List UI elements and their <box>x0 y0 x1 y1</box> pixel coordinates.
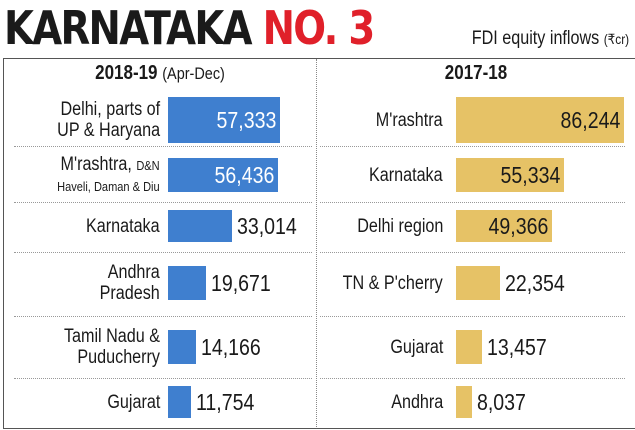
label-text: Pradesh <box>99 283 160 304</box>
label-line: TN & P'cherry <box>343 273 443 294</box>
value-label: 13,457 <box>487 334 547 360</box>
left-title-note: (Apr-Dec) <box>162 64 225 83</box>
value-label: 55,334 <box>500 162 560 188</box>
headline: KARNATAKA NO. 3 <box>4 1 376 55</box>
bar <box>168 330 196 364</box>
row-separator <box>14 202 312 203</box>
value-label: 8,037 <box>477 389 526 415</box>
label-text: M'rashtra, <box>60 154 137 175</box>
row-separator <box>320 316 625 317</box>
label-text: Haveli, Daman & Diu <box>57 179 160 194</box>
label-line: Delhi, parts of <box>57 99 160 120</box>
label-text: Andhra <box>107 262 160 283</box>
bar-label: Gujarat <box>390 337 443 358</box>
row-separator <box>14 252 312 253</box>
label-line: Andhra <box>100 262 160 283</box>
row-separator <box>14 146 312 147</box>
label-text: Gujarat <box>390 336 443 358</box>
value-label: 19,671 <box>211 270 271 296</box>
label-line: UP & Haryana <box>57 120 160 141</box>
label-line: Haveli, Daman & Diu <box>57 176 160 197</box>
row-separator <box>14 316 312 317</box>
bar <box>168 210 232 242</box>
bar <box>168 158 278 192</box>
bar <box>456 330 482 364</box>
label-text: Delhi, parts of <box>60 99 160 120</box>
bar-label: Tamil Nadu & Puducherry <box>64 326 160 368</box>
label-text: UP & Haryana <box>57 120 160 141</box>
label-text: Andhra <box>390 391 443 413</box>
panel-divider <box>316 59 317 427</box>
bar <box>456 210 552 242</box>
headline-black: KARNATAKA <box>4 1 253 55</box>
label-line: Andhra <box>391 392 443 413</box>
value-label: 56,436 <box>214 162 274 188</box>
left-title-year: 2018-19 <box>95 62 158 84</box>
label-line: Puducherry <box>64 347 160 368</box>
bar-label: M'rashtra, D&N Haveli, Daman & Diu <box>57 154 160 197</box>
label-line: M'rashtra, D&N <box>57 154 160 176</box>
headline-red: NO. 3 <box>262 1 376 55</box>
value-label: 57,333 <box>216 107 276 133</box>
bar-label: Karnataka <box>86 216 160 237</box>
bar-label: Delhi region <box>357 216 443 237</box>
bar-label: Karnataka <box>369 165 443 186</box>
bar <box>168 97 280 143</box>
bar-label: M'rashtra <box>376 110 443 131</box>
bar-label: Gujarat <box>107 392 160 413</box>
bar <box>168 386 191 418</box>
label-text: M'rashtra <box>376 109 443 131</box>
value-label: 33,014 <box>237 213 297 239</box>
row-separator <box>320 252 625 253</box>
label-text: Delhi region <box>356 215 443 237</box>
label-text: Tamil Nadu & <box>63 326 160 347</box>
bar-label: Delhi, parts of UP & Haryana <box>57 99 160 141</box>
subtitle-text: FDI equity inflows <box>471 28 600 49</box>
label-line: Karnataka <box>86 216 160 237</box>
value-label: 49,366 <box>488 213 548 239</box>
label-text: Puducherry <box>77 347 160 368</box>
unit-label: (₹cr) <box>603 31 629 47</box>
bar <box>456 158 564 192</box>
label-text: TN & P'cherry <box>342 272 443 294</box>
label-text: Gujarat <box>107 391 160 413</box>
subtitle: FDI equity inflows (₹cr) <box>472 28 629 50</box>
right-panel-title: 2017-18 <box>374 62 578 85</box>
row-separator <box>320 202 625 203</box>
row-separator <box>320 146 625 147</box>
label-line: Pradesh <box>100 283 160 304</box>
value-label: 11,754 <box>196 389 255 415</box>
row-separator <box>14 378 312 379</box>
value-label: 86,244 <box>560 107 620 133</box>
bar-label: Andhra Pradesh <box>100 262 160 304</box>
chart-frame <box>3 58 635 429</box>
label-text: Karnataka <box>369 164 443 186</box>
row-separator <box>320 378 625 379</box>
label-line: Gujarat <box>107 392 160 413</box>
value-label: 14,166 <box>201 334 261 360</box>
label-line: Karnataka <box>369 165 443 186</box>
label-line: Tamil Nadu & <box>64 326 160 347</box>
right-title-year: 2017-18 <box>444 62 508 84</box>
value-label: 22,354 <box>505 270 565 296</box>
bar-label: Andhra <box>391 392 443 413</box>
bar <box>456 266 500 300</box>
bar <box>456 97 624 143</box>
left-panel-title: 2018-19 (Apr-Dec) <box>58 62 262 85</box>
bar <box>168 266 206 300</box>
bar <box>456 386 472 418</box>
label-text: Karnataka <box>86 215 160 237</box>
label-line: Delhi region <box>357 216 443 237</box>
label-text: D&N <box>136 158 160 173</box>
bar-label: TN & P'cherry <box>343 273 443 294</box>
label-line: M'rashtra <box>376 110 443 131</box>
label-line: Gujarat <box>390 337 443 358</box>
